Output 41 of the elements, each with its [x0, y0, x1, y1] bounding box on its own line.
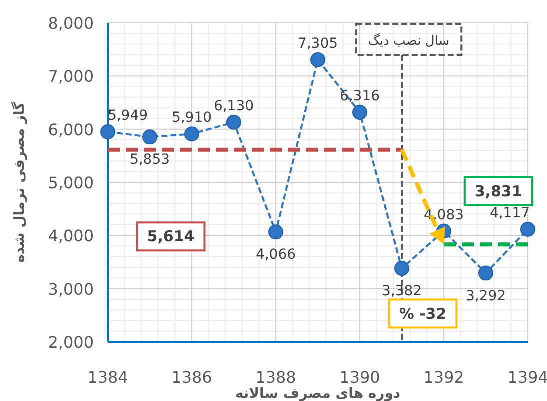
y-tick-label: 4,000 [48, 226, 94, 246]
data-label: 3,292 [466, 288, 506, 304]
y-tick-label: 3,000 [48, 280, 94, 299]
y-tick-label: 6,000 [48, 120, 94, 140]
data-label: 4,066 [256, 247, 296, 264]
annotation: 3,831 [464, 176, 534, 206]
y-tick-label: 8,000 [48, 14, 94, 33]
point [520, 222, 536, 237]
point [352, 105, 368, 120]
annotation: 5,614 [147, 228, 195, 246]
data-label: 5,853 [130, 152, 170, 168]
point [268, 224, 284, 240]
data-label: 6,130 [214, 98, 254, 114]
x-tick-label: 1390 [340, 368, 380, 387]
point [478, 266, 494, 281]
point [310, 52, 326, 68]
y-tick-label: 2,000 [48, 333, 94, 352]
annotation: 5,614 [136, 222, 206, 252]
data-label: 4,083 [424, 207, 464, 224]
x-tick-label: 1388 [256, 368, 296, 387]
data-label: 5,949 [108, 108, 148, 124]
x-tick-label: 1392 [424, 368, 464, 387]
point [100, 124, 116, 140]
point [184, 126, 200, 142]
point [142, 130, 158, 145]
x-tick-label: 1384 [88, 368, 128, 387]
annotation: % -32 [388, 298, 458, 329]
y-tick-label: 5,000 [48, 174, 94, 192]
x-tick-label: 1386 [172, 368, 212, 387]
ref-line-label: سال نصب دیگ [368, 33, 450, 49]
point [226, 114, 242, 130]
y-tick-label: 7,000 [48, 67, 94, 86]
data-label: 3,382 [382, 284, 422, 300]
annotation: 3,831 [474, 182, 522, 200]
annotation: % -32 [399, 304, 447, 323]
data-label: 5,910 [172, 110, 212, 126]
data-label: 4,117 [490, 205, 530, 222]
data-label: 6,316 [340, 88, 380, 105]
point [394, 261, 410, 276]
y-axis-title: گاز مصرفی نرمال شده [11, 101, 28, 263]
data-label: 7,305 [298, 36, 338, 52]
